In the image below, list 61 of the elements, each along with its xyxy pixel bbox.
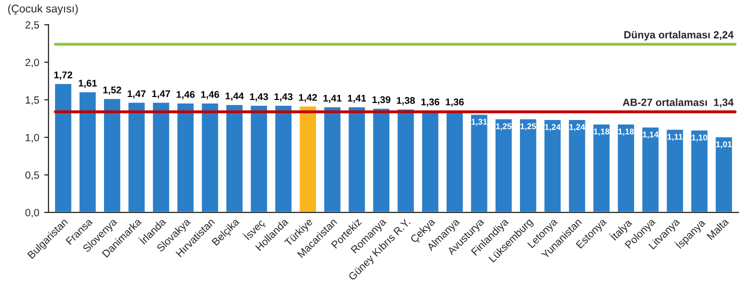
data-label: 1,31 (472, 118, 488, 126)
bar (200, 102, 220, 212)
bar (347, 106, 366, 212)
data-label: 1,43 (250, 93, 268, 102)
data-label: 1,42 (299, 94, 317, 102)
data-label: 1,10 (692, 134, 708, 142)
y-tick-label: 0,0 (25, 208, 40, 218)
bar (274, 104, 293, 212)
bar (494, 118, 514, 212)
bar (616, 123, 636, 212)
data-label: 1,18 (594, 128, 610, 136)
bar (470, 113, 489, 212)
bar (714, 136, 734, 212)
bar (640, 126, 660, 212)
y-tick-label: 2,5 (26, 21, 40, 30)
data-label: 1,61 (78, 80, 97, 88)
data-label: 1,43 (274, 93, 293, 102)
data-label: 1,18 (618, 128, 634, 136)
data-label: 1,44 (226, 92, 244, 101)
bar (249, 104, 268, 212)
data-label: 1,41 (348, 94, 366, 104)
data-label: 1,46 (201, 91, 220, 100)
data-label: 1,25 (520, 123, 536, 130)
bar (322, 106, 342, 212)
data-label: 1,14 (642, 132, 659, 139)
bar (592, 123, 612, 212)
data-label: 1,38 (396, 97, 415, 106)
data-label: 1,52 (103, 86, 122, 95)
data-label: 1,36 (446, 98, 464, 107)
bar (396, 108, 416, 212)
bar (372, 107, 391, 212)
bar (152, 101, 171, 212)
data-label: 1,11 (668, 134, 683, 141)
y-tick-label: 1,0 (26, 134, 40, 142)
bar (665, 128, 684, 212)
bar (690, 129, 709, 212)
y-tick-label: 2,0 (26, 58, 40, 68)
y-axis-title: (Çocuk sayısı) (8, 4, 78, 15)
bar (224, 104, 244, 212)
data-label: 1,01 (716, 141, 732, 148)
bar (298, 105, 318, 212)
ref-line-label: AB-27 ortalaması 1,34 (622, 98, 734, 108)
bar (102, 98, 122, 212)
bar (176, 102, 196, 212)
bar (543, 118, 562, 212)
data-label: 1,41 (323, 94, 342, 104)
bar (568, 118, 587, 212)
y-tick-label: 0,5 (25, 171, 40, 180)
bar (518, 118, 538, 212)
data-label: 1,36 (421, 98, 440, 107)
data-label: 1,46 (176, 91, 195, 100)
y-tick-label: 1,5 (26, 96, 40, 105)
data-label: 1,72 (54, 71, 72, 80)
data-label: 1,47 (152, 90, 170, 99)
data-label: 1,25 (496, 123, 512, 130)
bar (54, 82, 73, 212)
ref-line-label: Dünya ortalaması 2,24 (624, 30, 734, 40)
data-label: 1,39 (372, 96, 390, 105)
bar (78, 90, 98, 212)
bar (127, 101, 146, 212)
data-label: 1,47 (128, 90, 146, 99)
